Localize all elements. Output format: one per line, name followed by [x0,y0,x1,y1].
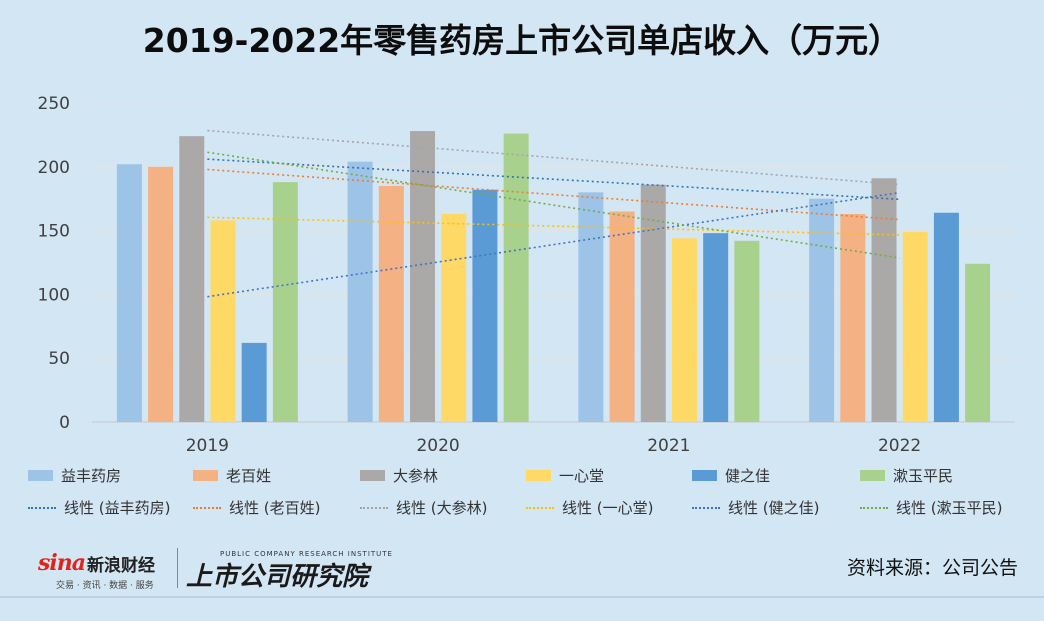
y-tick-label: 100 [38,285,70,305]
legend-label: 线性 (大参林) [396,499,488,517]
bar-老百姓-2020 [378,185,404,422]
x-tick-label: 2019 [186,436,229,456]
bar-漱玉平民-2020 [503,133,529,422]
legend-label: 线性 (益丰药房) [64,499,171,517]
y-tick-label: 0 [59,413,70,433]
legend-dotline [360,506,388,509]
bar-大参林-2021 [640,184,666,422]
legend-label: 益丰药房 [61,467,122,485]
legend-label: 线性 (健之佳) [728,499,820,517]
bar-一心堂-2022 [902,231,928,422]
bar-老百姓-2019 [148,166,174,422]
legend-label: 漱玉平民 [893,467,954,485]
x-tick-label: 2020 [416,436,459,456]
y-tick-label: 200 [38,158,70,178]
bars [116,131,991,423]
chart-title: 2019-2022年零售药房上市公司单店收入（万元） [142,21,902,60]
legend-swatch [860,470,885,481]
trendline-大参林 [207,129,900,186]
trendlines [207,129,900,298]
legend-item: 大参林 [360,465,438,486]
bar-一心堂-2019 [210,220,236,422]
footer-divider [0,596,1044,598]
bar-益丰药房-2019 [116,164,142,423]
bar-漱玉平民-2022 [965,263,991,422]
bar-健之佳-2019 [241,342,267,422]
legend-trendlines: 线性 (益丰药房) 线性 (老百姓) 线性 (大参林) 线性 (一心堂) 线性 (健之佳… [0,497,1044,521]
trendline-一心堂 [207,216,900,236]
legend-dotline [193,506,221,509]
legend-item-trendline: 线性 (益丰药房) [28,497,170,518]
institute-chinese-name: 上市公司研究院 [186,562,369,592]
y-axis: 0 50 100 150 200 250 [38,94,70,433]
bar-大参林-2020 [410,131,436,422]
x-axis: 2019 2020 2021 2022 [186,436,922,456]
legend-item: 一心堂 [526,465,604,486]
bar-一心堂-2020 [441,214,467,422]
legend-swatch [193,470,218,481]
bar-健之佳-2020 [472,189,498,422]
legend-label: 一心堂 [559,467,605,485]
y-tick-label: 50 [48,349,70,369]
sina-wordmark: sina [38,550,86,576]
trendline-益丰药房 [207,158,900,201]
institute-english-name: PUBLIC COMPANY RESEARCH INSTITUTE [220,550,393,558]
legend-item-trendline: 线性 (一心堂) [526,497,653,518]
bar-老百姓-2021 [609,211,635,422]
y-tick-label: 150 [38,222,70,242]
legend-label: 老百姓 [226,467,272,485]
legend-dotline [692,506,720,509]
legend-swatch [360,470,385,481]
legend-swatch [692,470,717,481]
bar-一心堂-2021 [671,238,697,422]
legend-label: 线性 (一心堂) [562,499,654,517]
legend-item-trendline: 线性 (老百姓) [193,497,320,518]
trendline-健之佳 [207,191,900,298]
legend-dotline [526,506,554,509]
legend-label: 大参林 [393,467,439,485]
bar-chart: 0 50 100 150 200 250 2019 2020 2021 2022 [38,94,1015,456]
bar-老百姓-2022 [840,214,866,422]
x-tick-label: 2022 [878,436,921,456]
x-tick-label: 2021 [647,436,690,456]
bar-大参林-2022 [871,178,897,422]
source-note: 资料来源：公司公告 [846,557,1018,579]
trendline-漱玉平民 [207,151,900,259]
legend-series: 益丰药房 老百姓 大参林 一心堂 健之佳 漱玉平民 [0,465,1044,489]
legend-item: 益丰药房 [28,465,121,486]
bar-益丰药房-2020 [347,161,373,423]
legend-item: 健之佳 [692,465,770,486]
legend-item-trendline: 线性 (健之佳) [692,497,819,518]
legend-label: 健之佳 [725,467,771,485]
legend-label: 线性 (漱玉平民) [896,499,1003,517]
bar-健之佳-2021 [703,233,729,422]
bar-漱玉平民-2019 [272,182,298,422]
legend-label: 线性 (老百姓) [229,499,321,517]
legend-item-trendline: 线性 (大参林) [360,497,487,518]
sina-finance-logo: sina 新浪财经 [38,550,155,576]
sina-finance-name: 新浪财经 [87,556,155,576]
y-tick-label: 250 [38,94,70,114]
legend-item-trendline: 线性 (漱玉平民) [860,497,1002,518]
bar-益丰药房-2022 [809,198,835,422]
legend-swatch [28,470,53,481]
institute-logo: PUBLIC COMPANY RESEARCH INSTITUTE 上市公司研究… [186,550,393,593]
bar-健之佳-2022 [933,212,959,422]
legend-item: 老百姓 [193,465,271,486]
bar-漱玉平民-2021 [734,240,760,422]
legend-item: 漱玉平民 [860,465,953,486]
logo-separator [177,548,178,588]
bar-大参林-2019 [179,136,205,422]
legend-dotline [860,506,888,509]
legend-swatch [526,470,551,481]
trendline-老百姓 [207,168,900,221]
sina-tagline: 交易 · 资讯 · 数据 · 服务 [56,581,154,591]
bar-益丰药房-2021 [578,192,604,422]
legend-dotline [28,506,56,509]
